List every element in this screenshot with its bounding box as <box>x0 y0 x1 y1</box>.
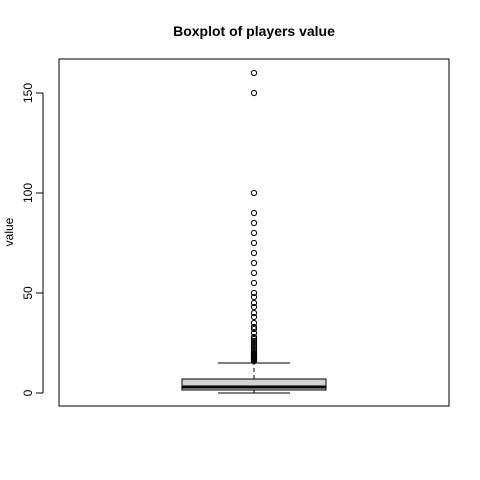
outlier-point-29 <box>250 259 258 267</box>
outlier-point-33 <box>250 219 258 227</box>
outlier-point-30 <box>250 249 258 257</box>
box-plot <box>181 362 327 394</box>
outlier-point-20 <box>250 319 258 327</box>
y-axis: 0 50 100 150 <box>21 83 44 396</box>
outlier-point-35 <box>250 189 258 197</box>
outlier-point-15 <box>250 335 258 343</box>
outlier-point-19 <box>250 323 258 331</box>
outlier-point-10 <box>250 345 258 353</box>
y-tick-label-150: 150 <box>21 83 35 103</box>
y-tick-label-50: 50 <box>21 286 35 300</box>
outlier-point-31 <box>250 239 258 247</box>
iqr-box <box>181 378 327 391</box>
outlier-point-28 <box>250 269 258 277</box>
outlier-point-13 <box>250 339 258 347</box>
chart-title: Boxplot of players value <box>173 23 335 39</box>
outlier-point-37 <box>250 69 258 77</box>
outlier-point-27 <box>250 279 258 287</box>
outlier-point-18 <box>250 325 258 333</box>
plot-frame <box>58 58 450 407</box>
outlier-point-34 <box>250 209 258 217</box>
outlier-point-24 <box>250 299 258 307</box>
outlier-point-23 <box>250 303 258 311</box>
outlier-point-9 <box>250 347 258 355</box>
outlier-point-22 <box>250 309 258 317</box>
y-tick-label-0: 0 <box>21 389 35 396</box>
outlier-point-32 <box>250 229 258 237</box>
outlier-point-8 <box>250 349 258 357</box>
outlier-point-21 <box>250 313 258 321</box>
outlier-points <box>250 69 258 365</box>
outlier-point-12 <box>250 341 258 349</box>
y-axis-label: value <box>2 217 16 246</box>
outlier-point-36 <box>250 89 258 97</box>
outlier-point-14 <box>250 337 258 345</box>
outlier-point-17 <box>250 329 258 337</box>
outlier-point-26 <box>250 289 258 297</box>
outlier-point-25 <box>250 293 258 301</box>
outlier-point-16 <box>250 333 258 341</box>
y-tick-label-100: 100 <box>21 183 35 203</box>
outlier-point-11 <box>250 343 258 351</box>
